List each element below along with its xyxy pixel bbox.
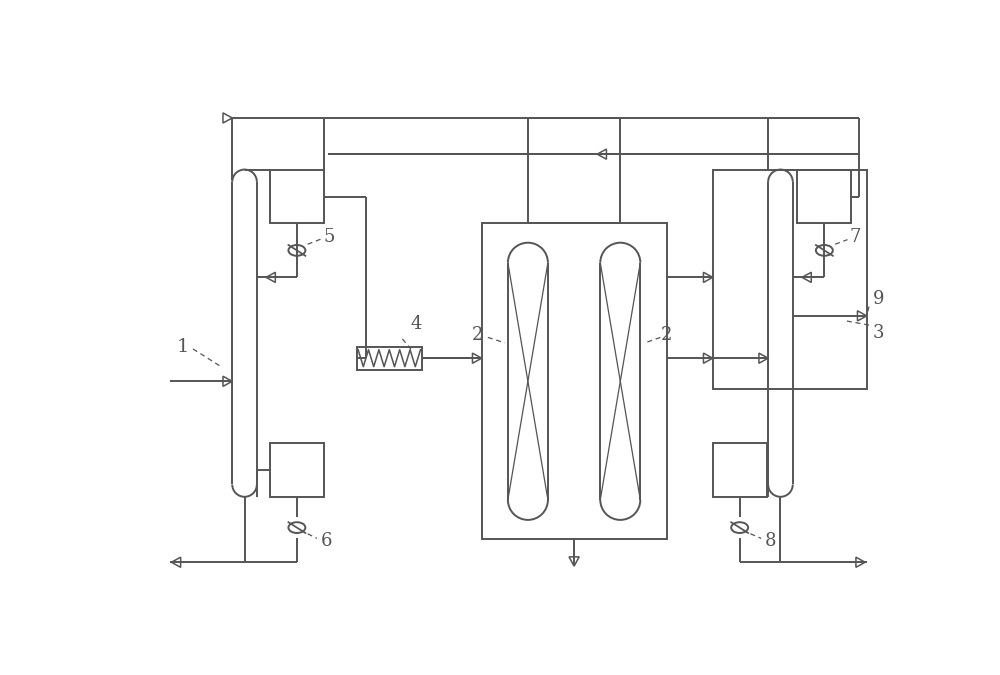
Text: 8: 8 [765, 533, 776, 550]
Bar [482, 223, 666, 539]
Bar [713, 169, 867, 389]
Text: 2: 2 [472, 326, 484, 344]
Bar [270, 169, 324, 223]
Text: 6: 6 [320, 533, 332, 550]
Bar [713, 443, 767, 497]
Text: 4: 4 [411, 315, 422, 333]
Text: 9: 9 [872, 290, 884, 308]
Text: 1: 1 [177, 338, 189, 356]
Text: 5: 5 [324, 227, 335, 246]
Text: 7: 7 [849, 227, 861, 246]
Text: 3: 3 [872, 324, 884, 342]
Bar [357, 347, 422, 370]
Bar [797, 169, 851, 223]
Text: 2: 2 [661, 326, 672, 344]
Bar [270, 443, 324, 497]
